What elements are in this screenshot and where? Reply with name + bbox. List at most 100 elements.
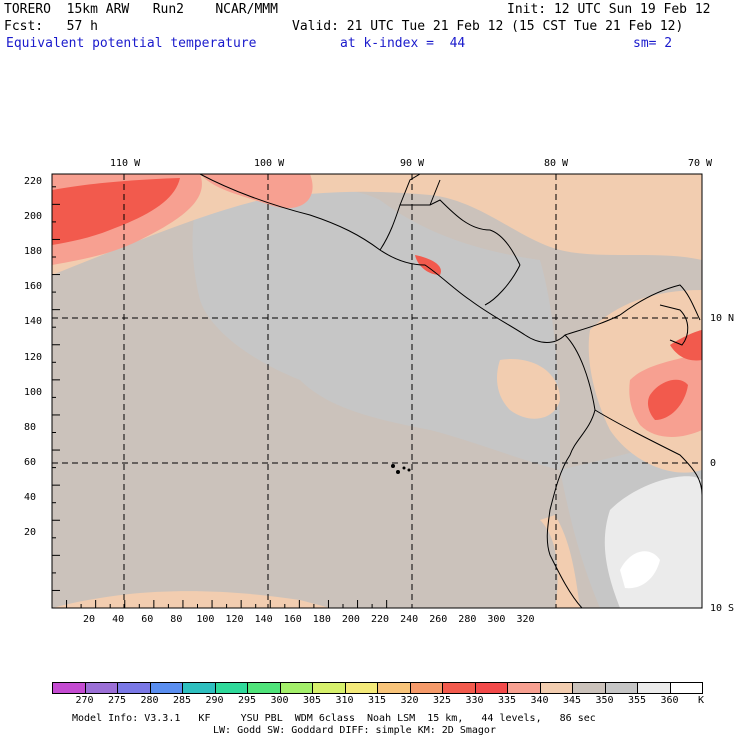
colorbar-swatch (279, 682, 313, 694)
frame-ticks (52, 186, 388, 608)
left-grid-label: 100 (24, 386, 43, 398)
colorbar-swatch (539, 682, 573, 694)
model-info: Model Info: V3.3.1 KF YSU PBL WDM 6class… (72, 713, 596, 724)
colorbar-label: 275 (107, 695, 127, 706)
colorbar-label: 320 (400, 695, 419, 706)
field-shading-340-south (52, 591, 330, 608)
colorbar-label: 315 (367, 695, 387, 706)
left-grid-label: 60 (24, 456, 37, 468)
colorbar-label: 335 (497, 695, 517, 706)
colorbar-swatch (247, 682, 280, 694)
lon-label-70w: 70 W (688, 158, 713, 169)
colorbar-label: 270 (75, 695, 94, 706)
left-grid-label: 220 (24, 176, 43, 187)
field-shading-330-colombia (647, 379, 688, 420)
header-model-run: TORERO 15km ARW Run2 NCAR/MMM (4, 2, 278, 17)
bottom-grid-label: 120 (225, 614, 244, 625)
field-shading-330-guatemala (415, 255, 441, 275)
field-shading-grey-band (192, 188, 560, 470)
field-shading-335-coast (200, 174, 313, 209)
bottom-grid-label: 280 (458, 614, 477, 625)
lon-label-110w: 110 W (110, 158, 141, 169)
colorbar-label: 355 (627, 695, 647, 706)
header-forecast-hour: Fcst: 57 h (4, 19, 98, 34)
left-grid-label: 80 (24, 421, 37, 433)
field-shading-340-peru (540, 515, 580, 608)
bottom-grid-label: 180 (312, 614, 331, 625)
field-shading-360-andes (620, 551, 660, 589)
colorbar-swatch (507, 682, 540, 694)
colorbar-label: 280 (140, 695, 159, 706)
colorbar-label: 295 (237, 695, 257, 706)
bottom-grid-label: 240 (400, 614, 419, 625)
colorbar-swatch (604, 682, 638, 694)
colorbar-unit: K (698, 695, 705, 706)
bottom-grid-label: 140 (254, 614, 273, 625)
left-grid-label: 200 (24, 211, 43, 223)
header-valid-time: Valid: 21 UTC Tue 21 Feb 12 (15 CST Tue … (292, 19, 684, 34)
colorbar-label: 300 (270, 695, 289, 706)
bottom-grid-label: 320 (516, 614, 535, 625)
colorbar-swatch (377, 682, 410, 694)
smoothing-value: sm= 2 (633, 36, 673, 51)
latlon-grid (52, 174, 702, 608)
colorbar-label: 345 (562, 695, 582, 706)
colorbar-label: 290 (205, 695, 224, 706)
left-grid-label: 40 (24, 491, 37, 503)
colorbar-swatch (572, 682, 605, 694)
left-grid-label: 180 (24, 246, 43, 258)
colorbar-label: 350 (595, 695, 614, 706)
header-init-time: Init: 12 UTC Sun 19 Feb 12 (507, 2, 711, 17)
colorbar-swatch (149, 682, 183, 694)
bottom-grid-label: 40 (112, 614, 125, 625)
colorbar-label: 360 (660, 695, 679, 706)
colorbar-label: 305 (302, 695, 322, 706)
lat-label-10s: 10 S (710, 603, 735, 614)
bottom-grid-label: 80 (170, 614, 183, 625)
bottom-grid-label: 220 (371, 614, 390, 625)
left-grid-label: 140 (24, 316, 43, 328)
colorbar-label: 325 (432, 695, 452, 706)
colorbar-label: 310 (335, 695, 354, 706)
colorbar-swatch (52, 682, 85, 694)
colorbar-swatch (474, 682, 508, 694)
field-shading-340-north (52, 174, 702, 275)
bottom-grid-label: 100 (196, 614, 215, 625)
left-grid-label: 20 (24, 527, 37, 538)
colorbar-swatch (84, 682, 118, 694)
field-shading-340-pacific (497, 359, 560, 419)
colorbar-swatch (669, 682, 703, 694)
bottom-grid-label: 260 (429, 614, 448, 625)
colorbar-swatch (344, 682, 378, 694)
lon-label-80w: 80 W (544, 158, 569, 169)
left-grid-label: 160 (24, 281, 43, 293)
field-shading-330-northwest (52, 178, 180, 245)
bottom-grid-label: 20 (83, 614, 96, 625)
field-shading-330-venezuela (670, 330, 702, 361)
lon-label-100w: 100 W (254, 158, 285, 169)
left-grid-label: 120 (24, 351, 43, 363)
colorbar-swatch (214, 682, 248, 694)
galapagos-islands (391, 464, 411, 474)
colorbar-swatch (442, 682, 475, 694)
colorbar-label: 285 (172, 695, 192, 706)
map-frame (51, 173, 703, 609)
lat-label-equator: 0 (710, 458, 717, 469)
level-index: at k-index = 44 (340, 36, 466, 51)
colorbar-label: 330 (465, 695, 484, 706)
colorbar-swatch (409, 682, 443, 694)
colorbar-swatch (117, 682, 150, 694)
bottom-grid-label: 300 (487, 614, 506, 625)
lon-label-90w: 90 W (400, 158, 425, 169)
bottom-grid-label: 160 (283, 614, 302, 625)
colorbar-swatch (637, 682, 670, 694)
coastlines (199, 174, 702, 608)
physics-info: LW: Godd SW: Goddard DIFF: simple KM: 2D… (213, 725, 496, 736)
bottom-grid-label: 200 (341, 614, 360, 625)
colorbar-label: 340 (530, 695, 549, 706)
lat-label-10n: 10 N (710, 313, 735, 324)
colorbar-swatch (312, 682, 345, 694)
colorbar-swatch (182, 682, 215, 694)
field-name: Equivalent potential temperature (6, 36, 257, 51)
